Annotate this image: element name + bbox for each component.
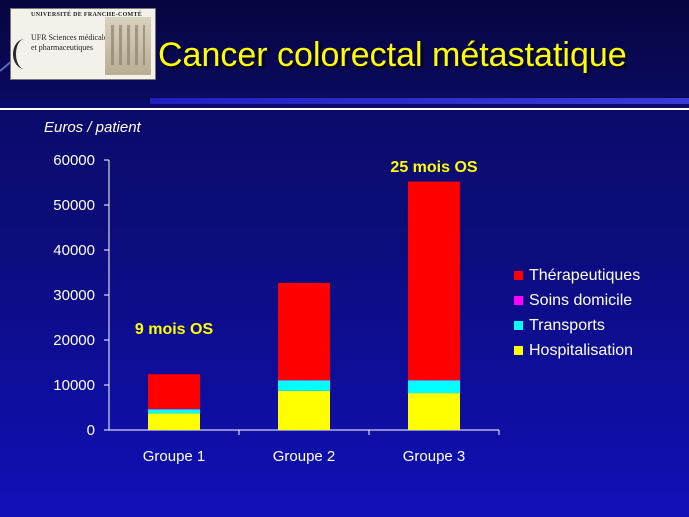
bar-segment-transports: [278, 380, 330, 391]
y-tick-label: 10000: [53, 377, 95, 394]
university-logo: UNIVERSITÉ DE FRANCHE-COMTÉ UFR Sciences…: [10, 8, 156, 80]
legend-swatch: [514, 271, 523, 280]
x-tick-label: Groupe 1: [143, 448, 206, 465]
bar-segment-transports: [408, 380, 460, 394]
logo-line-2: et pharmaceutiques: [31, 43, 93, 52]
divider-line: [0, 108, 689, 110]
bar-segment-th-rapeutiques: [408, 181, 460, 381]
y-tick-label: 20000: [53, 332, 95, 349]
y-axis-label: Euros / patient: [44, 119, 142, 136]
y-tick-label: 0: [87, 422, 95, 439]
logo-line-1: UFR Sciences médicales: [31, 33, 111, 42]
os-annotation: 25 mois OS: [390, 159, 477, 176]
bar-segment-transports: [148, 409, 200, 414]
plot-area: 0 10000 20000 30000 40000 50000 60000 Groupe 1 G…: [53, 152, 500, 465]
x-tick-label: Groupe 3: [403, 448, 466, 465]
legend-item: Thérapeutiques: [514, 263, 640, 288]
y-tick-label: 40000: [53, 242, 95, 259]
legend-swatch: [514, 321, 523, 330]
y-tick-label: 50000: [53, 197, 95, 214]
bar-segment-th-rapeutiques: [278, 282, 330, 381]
legend-label: Hospitalisation: [529, 341, 634, 359]
bar-segment-th-rapeutiques: [148, 374, 200, 409]
x-tick-label: Groupe 2: [273, 448, 336, 465]
legend-item: Hospitalisation: [514, 338, 640, 363]
bar-segment-hospitalisation: [148, 413, 200, 430]
logo-top-text: UNIVERSITÉ DE FRANCHE-COMTÉ: [31, 12, 143, 18]
legend-swatch: [514, 296, 523, 305]
legend-label: Thérapeutiques: [529, 266, 641, 284]
y-tick-label: 60000: [53, 152, 95, 169]
bar-segment-hospitalisation: [408, 393, 460, 430]
y-tick-label: 30000: [53, 287, 95, 304]
legend-swatch: [514, 346, 523, 355]
title-underline: [150, 98, 689, 104]
logo-swoosh-icon: [13, 39, 36, 69]
bar-segment-hospitalisation: [278, 390, 330, 430]
slide-title: Cancer colorectal métastatique: [158, 36, 627, 74]
os-annotation: 9 mois OS: [135, 321, 214, 338]
chart-legend: Thérapeutiques Soins domicile Transports Ho…: [514, 263, 640, 363]
legend-label: Transports: [529, 316, 605, 334]
legend-item: Soins domicile: [514, 288, 640, 313]
legend-label: Soins domicile: [529, 291, 633, 309]
building-icon: [105, 17, 151, 75]
legend-item: Transports: [514, 313, 640, 338]
